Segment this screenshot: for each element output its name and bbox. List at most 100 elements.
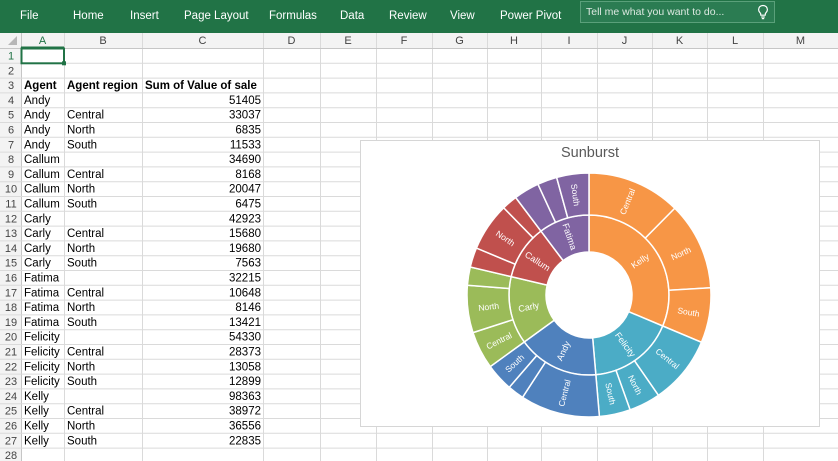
row-header-26[interactable]: 26 xyxy=(5,421,17,433)
cell-a23[interactable]: Felicity xyxy=(24,376,60,388)
cell-b27[interactable]: South xyxy=(67,435,97,447)
fill-handle[interactable] xyxy=(62,61,66,66)
column-header-e[interactable]: E xyxy=(344,35,351,47)
tab-home[interactable]: Home xyxy=(73,10,104,22)
column-header-b[interactable]: B xyxy=(99,35,106,47)
row-header-7[interactable]: 7 xyxy=(8,139,14,151)
row-header-27[interactable]: 27 xyxy=(5,435,17,447)
cell-a10[interactable]: Callum xyxy=(24,184,60,196)
cell-b23[interactable]: South xyxy=(67,376,97,388)
cell-a21[interactable]: Felicity xyxy=(24,347,60,359)
cell-a12[interactable]: Carly xyxy=(24,213,51,225)
cell-b26[interactable]: North xyxy=(67,421,95,433)
column-header-m[interactable]: M xyxy=(796,35,805,47)
tab-power-pivot[interactable]: Power Pivot xyxy=(500,10,562,22)
column-header-f[interactable]: F xyxy=(401,35,408,47)
column-header-j[interactable]: J xyxy=(622,35,628,47)
cell-c17[interactable]: 10648 xyxy=(229,287,261,299)
tab-file[interactable]: File xyxy=(20,10,39,22)
row-header-6[interactable]: 6 xyxy=(8,125,14,137)
cell-a4[interactable]: Andy xyxy=(24,95,50,107)
select-all-icon[interactable] xyxy=(8,36,17,45)
tab-view[interactable]: View xyxy=(450,10,475,22)
cell-c23[interactable]: 12899 xyxy=(229,376,261,388)
column-header-l[interactable]: L xyxy=(732,35,738,47)
cell-b7[interactable]: South xyxy=(67,139,97,151)
cell-a9[interactable]: Callum xyxy=(24,169,60,181)
cell-b11[interactable]: South xyxy=(67,199,97,211)
tell-me-input[interactable] xyxy=(586,4,746,20)
cell-b21[interactable]: Central xyxy=(67,347,104,359)
selected-cell-a1[interactable] xyxy=(20,47,65,65)
cell-a6[interactable]: Andy xyxy=(24,125,50,137)
cell-c10[interactable]: 20047 xyxy=(229,184,261,196)
column-header-d[interactable]: D xyxy=(288,35,296,47)
row-header-10[interactable]: 10 xyxy=(5,184,17,196)
sunburst-chart[interactable]: Sunburst Kelly Central North South Felicity C… xyxy=(360,140,820,427)
row-header-17[interactable]: 17 xyxy=(5,287,17,299)
row-header-3[interactable]: 3 xyxy=(8,80,14,92)
cell-a27[interactable]: Kelly xyxy=(24,435,49,447)
cell-c16[interactable]: 32215 xyxy=(229,273,261,285)
cell-c12[interactable]: 42923 xyxy=(229,213,261,225)
column-header-k[interactable]: K xyxy=(676,35,684,47)
row-header-18[interactable]: 18 xyxy=(5,302,17,314)
cell-a22[interactable]: Felicity xyxy=(24,361,60,373)
sunburst-segment-fatima-south[interactable] xyxy=(555,172,590,219)
cell-a17[interactable]: Fatima xyxy=(24,287,60,299)
cell-c22[interactable]: 13058 xyxy=(229,361,261,373)
tab-insert[interactable]: Insert xyxy=(130,10,159,22)
column-header-h[interactable]: H xyxy=(510,35,518,47)
cell-b17[interactable]: Central xyxy=(67,287,104,299)
worksheet-grid[interactable]: A B C D E F G H I J K L M 1 2 3 Agent Agent region Sum of … xyxy=(0,33,838,461)
cell-b5[interactable]: Central xyxy=(67,110,104,122)
row-header-20[interactable]: 20 xyxy=(5,332,17,344)
cell-c7[interactable]: 11533 xyxy=(230,139,261,151)
row-header-14[interactable]: 14 xyxy=(5,243,17,255)
column-header-i[interactable]: I xyxy=(567,35,570,47)
row-header-21[interactable]: 21 xyxy=(5,347,17,359)
cell-a11[interactable]: Callum xyxy=(24,199,60,211)
row-header-12[interactable]: 12 xyxy=(5,213,17,225)
row-header-22[interactable]: 22 xyxy=(5,361,17,373)
cell-c15[interactable]: 7563 xyxy=(235,258,261,270)
cell-b19[interactable]: South xyxy=(67,317,97,329)
cell-c26[interactable]: 36556 xyxy=(229,421,261,433)
cell-a16[interactable]: Fatima xyxy=(24,273,60,285)
cell-b3[interactable]: Agent region xyxy=(67,80,138,92)
cell-a13[interactable]: Carly xyxy=(24,228,51,240)
tab-review[interactable]: Review xyxy=(389,10,427,22)
cell-c25[interactable]: 38972 xyxy=(229,406,261,418)
cell-b13[interactable]: Central xyxy=(67,228,104,240)
cell-b9[interactable]: Central xyxy=(67,169,104,181)
tab-page-layout[interactable]: Page Layout xyxy=(184,10,249,22)
cell-c27[interactable]: 22835 xyxy=(229,435,261,447)
cell-a5[interactable]: Andy xyxy=(24,110,50,122)
cell-a15[interactable]: Carly xyxy=(24,258,51,270)
row-header-24[interactable]: 24 xyxy=(5,391,17,403)
row-header-25[interactable]: 25 xyxy=(5,406,17,418)
cell-b15[interactable]: South xyxy=(67,258,97,270)
cell-a14[interactable]: Carly xyxy=(24,243,51,255)
cell-c5[interactable]: 33037 xyxy=(229,110,261,122)
column-header-a[interactable]: A xyxy=(39,35,47,47)
column-header-c[interactable]: C xyxy=(199,35,207,47)
cell-c19[interactable]: 13421 xyxy=(229,317,261,329)
cell-b18[interactable]: North xyxy=(67,302,95,314)
row-header-28[interactable]: 28 xyxy=(5,450,17,461)
cell-b10[interactable]: North xyxy=(67,184,95,196)
cell-a3[interactable]: Agent xyxy=(24,80,57,92)
cell-c8[interactable]: 34690 xyxy=(229,154,261,166)
cell-c20[interactable]: 54330 xyxy=(229,332,261,344)
row-header-9[interactable]: 9 xyxy=(8,169,14,181)
cell-a24[interactable]: Kelly xyxy=(24,391,49,403)
row-header-15[interactable]: 15 xyxy=(5,258,17,270)
cell-a8[interactable]: Callum xyxy=(24,154,60,166)
cell-a26[interactable]: Kelly xyxy=(24,421,49,433)
cell-c13[interactable]: 15680 xyxy=(229,228,261,240)
row-header-2[interactable]: 2 xyxy=(8,65,14,77)
cell-c11[interactable]: 6475 xyxy=(235,199,261,211)
cell-b25[interactable]: Central xyxy=(67,406,104,418)
cell-c21[interactable]: 28373 xyxy=(229,347,261,359)
cell-c6[interactable]: 6835 xyxy=(235,125,261,137)
